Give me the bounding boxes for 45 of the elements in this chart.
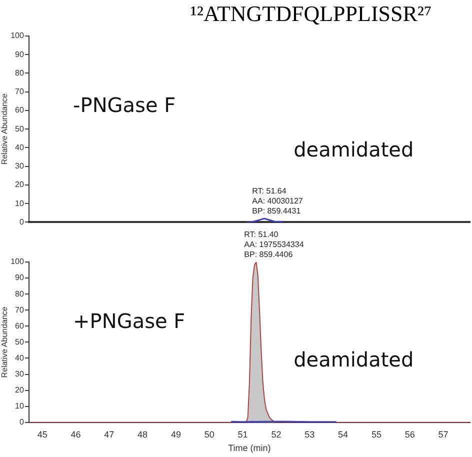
x-tick-label: 55 xyxy=(371,429,382,440)
annotation: RT: 51.40 AA: 1975534334 BP: 859.4406 xyxy=(244,230,304,260)
y-tick-label: 0 xyxy=(19,418,24,427)
y-tick-label: 70 xyxy=(15,305,24,314)
x-tick-label: 51 xyxy=(238,429,248,440)
y-tick-label: 0 xyxy=(19,217,24,226)
y-tick-label: 80 xyxy=(15,68,24,78)
y-axis-title: Relative Abundance xyxy=(0,306,10,378)
annotation: RT: 51.64 AA: 40030127 BP: 859.4431 xyxy=(252,186,304,216)
y-tick-label: 40 xyxy=(15,142,24,152)
annotation: -PNGase F xyxy=(73,92,176,117)
y-tick-label: 20 xyxy=(15,386,24,395)
x-axis-title: Time (min) xyxy=(228,443,271,454)
x-tick-label: 52 xyxy=(271,429,282,440)
y-tick-label: 60 xyxy=(15,106,24,115)
y-tick-label: 30 xyxy=(15,162,24,171)
y-tick-label: 30 xyxy=(15,369,24,378)
annotation: deamidated xyxy=(294,348,414,372)
y-axis-title: Relative Abundance xyxy=(0,92,10,165)
y-tick-label: 80 xyxy=(15,289,24,298)
y-tick-label: 100 xyxy=(10,257,24,266)
x-tick-label: 54 xyxy=(338,429,348,440)
y-tick-label: 20 xyxy=(15,180,24,190)
y-tick-label: 40 xyxy=(15,353,24,362)
y-tick-label: 10 xyxy=(15,402,24,411)
x-tick-label: 46 xyxy=(70,429,81,440)
y-tick-label: 10 xyxy=(15,198,24,208)
y-tick-label: 100 xyxy=(10,31,24,40)
chart-title: ¹²ATNGTDFQLPPLISSR²⁷ xyxy=(189,0,433,28)
x-tick-label: 53 xyxy=(304,429,315,440)
annotation: +PNGase F xyxy=(73,309,186,334)
x-tick-label: 48 xyxy=(138,429,148,440)
x-tick-label: 47 xyxy=(104,429,114,440)
x-tick-label: 49 xyxy=(170,429,181,440)
x-tick-label: 56 xyxy=(404,429,415,440)
x-tick-label: 50 xyxy=(204,429,214,440)
y-tick-label: 90 xyxy=(15,50,24,59)
y-tick-label: 90 xyxy=(15,273,24,282)
x-tick-label: 57 xyxy=(438,429,448,440)
x-tick-label: 45 xyxy=(37,429,48,440)
y-tick-label: 70 xyxy=(15,87,24,96)
y-tick-label: 50 xyxy=(15,337,24,346)
annotation: deamidated xyxy=(294,138,414,162)
y-tick-label: 50 xyxy=(15,124,24,134)
y-tick-label: 60 xyxy=(15,321,24,330)
